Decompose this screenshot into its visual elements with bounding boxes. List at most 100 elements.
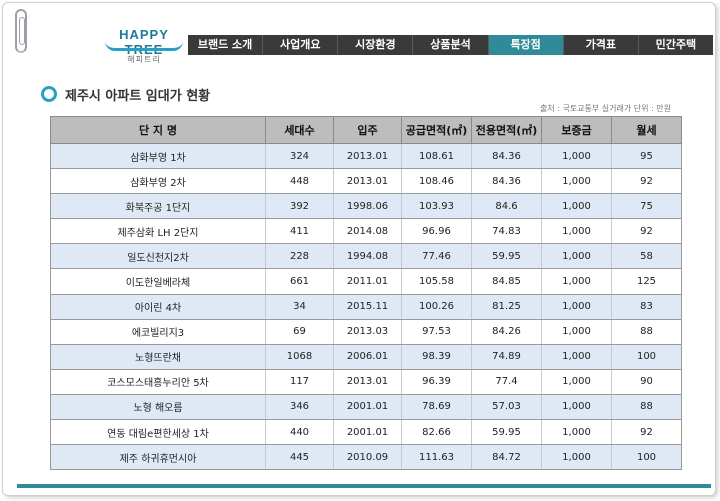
table-cell: 34 [265, 293, 334, 320]
table-cell: 96.39 [401, 368, 472, 395]
table-row: 삼화부영 2차 448 2013.01 108.46 84.36 1,000 92 [50, 168, 682, 195]
table-cell: 2011.01 [333, 268, 402, 295]
table-cell: 81.25 [471, 293, 542, 320]
table-cell: 228 [265, 243, 334, 270]
table-cell: 1994.08 [333, 243, 402, 270]
table-row: 삼화부영 1차 324 2013.01 108.61 84.36 1,000 95 [50, 142, 682, 170]
table-cell: 84.6 [471, 193, 542, 220]
table-cell: 연동 대림e편한세상 1차 [50, 419, 266, 446]
table-row: 아이린 4차 34 2015.11 100.26 81.25 1,000 83 [50, 293, 682, 320]
table-cell: 108.46 [401, 168, 472, 195]
nav-item-1[interactable]: 사업개요 [263, 35, 339, 55]
table-cell: 1,000 [541, 293, 612, 320]
column-header: 입주 [333, 116, 402, 144]
table-cell: 100 [611, 444, 682, 471]
table-cell: 삼화부영 1차 [50, 142, 266, 170]
table-row: 일도신천지2차 228 1994.08 77.46 59.95 1,000 58 [50, 243, 682, 270]
footer-bar [17, 484, 711, 488]
table-cell: 117 [265, 368, 334, 395]
table-cell: 1,000 [541, 393, 612, 421]
table-cell: 88 [611, 393, 682, 421]
table-cell: 1,000 [541, 142, 612, 170]
column-header: 세대수 [265, 116, 334, 144]
table-cell: 111.63 [401, 444, 472, 471]
table-cell: 97.53 [401, 318, 472, 345]
table-cell: 98.39 [401, 343, 472, 370]
nav-item-5[interactable]: 가격표 [564, 35, 639, 55]
table-cell: 84.85 [471, 268, 542, 295]
table-row: 제주 하귀휴먼시아 445 2010.09 111.63 84.72 1,000 100 [50, 444, 682, 471]
table-cell: 92 [611, 218, 682, 245]
table-cell: 96.96 [401, 218, 472, 245]
table-cell: 1,000 [541, 318, 612, 345]
section-heading: 제주시 아파트 임대가 현황 [41, 83, 210, 105]
table-cell: 82.66 [401, 419, 472, 446]
table-cell: 100.26 [401, 293, 472, 320]
table-cell: 83 [611, 293, 682, 320]
nav-item-0[interactable]: 브랜드 소개 [188, 35, 264, 55]
table-cell: 74.83 [471, 218, 542, 245]
main-nav: 브랜드 소개 사업개요 시장환경 상품분석 특장점 가격표 민간주택 [188, 35, 713, 55]
table-cell: 2010.09 [333, 444, 402, 471]
table-cell: 2001.01 [333, 419, 402, 446]
source-note: 출처 : 국토교통부 실거래가 단위 : 만원 [539, 104, 671, 113]
table-cell: 411 [265, 218, 334, 245]
table-cell: 1998.06 [333, 193, 402, 220]
table-cell: 95 [611, 142, 682, 170]
table-cell: 346 [265, 393, 334, 421]
table-cell: 1,000 [541, 419, 612, 446]
table-cell: 제주삼화 LH 2단지 [50, 218, 266, 245]
table-cell: 77.46 [401, 243, 472, 270]
table-cell: 84.36 [471, 168, 542, 195]
table-cell: 57.03 [471, 393, 542, 421]
table-cell: 448 [265, 168, 334, 195]
table-cell: 92 [611, 168, 682, 195]
nav-item-2[interactable]: 시장환경 [338, 35, 414, 55]
table-cell: 2001.01 [333, 393, 402, 421]
table-cell: 일도신천지2차 [50, 243, 266, 270]
table-cell: 1,000 [541, 444, 612, 471]
table-cell: 88 [611, 318, 682, 345]
brand-logo[interactable]: HAPPY TREE 해피트리 [99, 27, 189, 64]
paperclip-icon [15, 9, 27, 53]
table-row: 이도한일베라체 661 2011.01 105.58 84.85 1,000 125 [50, 268, 682, 295]
page-frame: HAPPY TREE 해피트리 브랜드 소개 사업개요 시장환경 상품분석 특장점 가격표… [2, 2, 716, 496]
table-cell: 90 [611, 368, 682, 395]
table-cell: 1,000 [541, 218, 612, 245]
column-header: 전용면적(㎡) [471, 116, 542, 144]
nav-item-3[interactable]: 상품분석 [413, 35, 489, 55]
table-cell: 78.69 [401, 393, 472, 421]
table-row: 연동 대림e편한세상 1차 440 2001.01 82.66 59.95 1,000 92 [50, 419, 682, 446]
table-header-row: 단 지 명 세대수 입주 공급면적(㎡) 전용면적(㎡) 보증금 월세 [50, 116, 682, 144]
table-row: 화북주공 1단지 392 1998.06 103.93 84.6 1,000 75 [50, 193, 682, 220]
table-cell: 제주 하귀휴먼시아 [50, 444, 266, 471]
rent-table: 단 지 명 세대수 입주 공급면적(㎡) 전용면적(㎡) 보증금 월세 삼화부영 1차 324… [50, 116, 682, 471]
table-cell: 2013.01 [333, 368, 402, 395]
table-cell: 74.89 [471, 343, 542, 370]
table-cell: 100 [611, 343, 682, 370]
table-cell: 75 [611, 193, 682, 220]
table-cell: 84.36 [471, 142, 542, 170]
column-header: 보증금 [541, 116, 612, 144]
table-cell: 58 [611, 243, 682, 270]
table-row: 코스모스태흥누리안 5차 117 2013.01 96.39 77.4 1,000 90 [50, 368, 682, 395]
table-cell: 노형뜨란채 [50, 343, 266, 370]
table-cell: 445 [265, 444, 334, 471]
table-cell: 92 [611, 419, 682, 446]
table-cell: 125 [611, 268, 682, 295]
column-header: 월세 [611, 116, 682, 144]
table-row: 에코빌리지3 69 2013.03 97.53 84.26 1,000 88 [50, 318, 682, 345]
nav-item-4[interactable]: 특장점 [488, 35, 564, 55]
logo-swoosh-icon [105, 41, 183, 51]
table-cell: 59.95 [471, 419, 542, 446]
nav-item-6[interactable]: 민간주택 [655, 38, 697, 51]
table-cell: 2014.08 [333, 218, 402, 245]
table-cell: 661 [265, 268, 334, 295]
table-row: 노형 해오름 346 2001.01 78.69 57.03 1,000 88 [50, 393, 682, 421]
table-cell: 2006.01 [333, 343, 402, 370]
table-cell: 1,000 [541, 268, 612, 295]
table-cell: 324 [265, 142, 334, 170]
table-cell: 103.93 [401, 193, 472, 220]
table-cell: 392 [265, 193, 334, 220]
table-cell: 84.26 [471, 318, 542, 345]
